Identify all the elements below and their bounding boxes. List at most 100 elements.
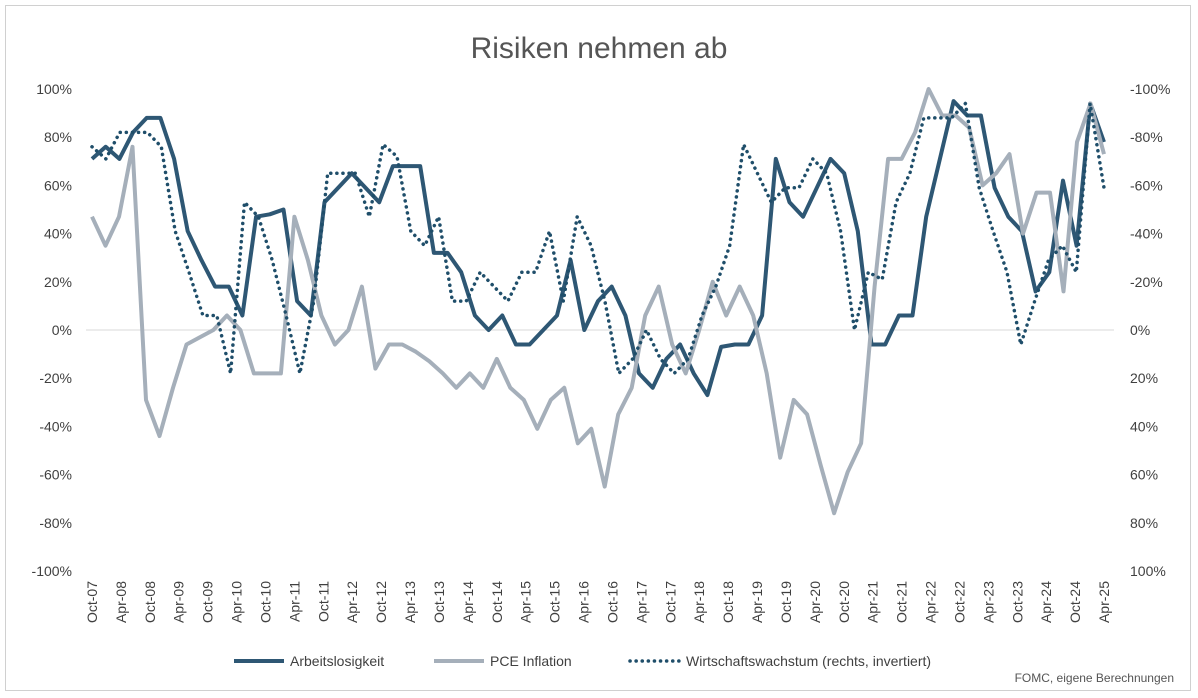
- data-point: [429, 361, 430, 362]
- data-point: [119, 132, 120, 133]
- data-point: [160, 117, 161, 118]
- x-axis-tick-label: Apr-19: [749, 581, 765, 623]
- data-point: [132, 146, 133, 147]
- data-point: [91, 216, 92, 217]
- data-point: [119, 158, 120, 159]
- chart-frame: Risiken nehmen ab 100% 80% 60% 40% 20% 0% -20%…: [5, 5, 1191, 691]
- data-point: [147, 132, 148, 133]
- data-point: [267, 373, 268, 374]
- data-point: [757, 173, 758, 174]
- data-point: [529, 344, 530, 345]
- x-axis-tick-label: Apr-09: [171, 581, 187, 623]
- series-line: [90, 101, 1106, 376]
- data-point: [1049, 192, 1050, 193]
- data-point: [625, 315, 626, 316]
- data-point: [341, 173, 342, 174]
- left-axis-tick-label: -80%: [39, 515, 72, 531]
- data-point: [1076, 272, 1077, 273]
- data-point: [466, 301, 467, 302]
- data-point: [447, 252, 448, 253]
- series-line: [90, 87, 1106, 516]
- data-point: [334, 344, 335, 345]
- data-point: [379, 202, 380, 203]
- left-axis-tick-label: 100%: [36, 81, 72, 97]
- data-point: [175, 231, 176, 232]
- x-axis-tick-label: Apr-20: [807, 581, 823, 623]
- x-axis-tick-label: Apr-22: [923, 581, 939, 623]
- data-point: [187, 231, 188, 232]
- data-point: [172, 387, 173, 388]
- data-point: [1009, 154, 1010, 155]
- x-axis-tick-label: Apr-16: [576, 581, 592, 623]
- data-point: [474, 315, 475, 316]
- x-axis-tick-label: Apr-25: [1096, 581, 1112, 623]
- x-axis-tick-label: Oct-24: [1067, 581, 1083, 623]
- data-point: [496, 358, 497, 359]
- data-point: [369, 216, 370, 217]
- series-3: [90, 101, 1106, 376]
- data-point: [452, 301, 453, 302]
- x-axis-tick-label: Oct-22: [951, 581, 967, 623]
- data-point: [392, 166, 393, 167]
- data-point: [793, 399, 794, 400]
- data-point: [174, 158, 175, 159]
- data-point: [882, 279, 883, 280]
- right-axis-tick-label: 80%: [1130, 515, 1158, 531]
- data-point: [780, 457, 781, 458]
- x-axis-tick-label: Oct-15: [547, 581, 563, 623]
- data-point: [942, 115, 943, 116]
- x-axis-tick-label: Oct-07: [84, 581, 100, 623]
- data-point: [502, 315, 503, 316]
- data-point: [937, 117, 938, 118]
- data-point: [483, 387, 484, 388]
- x-axis-tick-label: Apr-23: [980, 581, 996, 623]
- data-point: [91, 146, 92, 147]
- series-2: [90, 87, 1106, 516]
- x-axis-tick-label: Apr-12: [344, 581, 360, 623]
- data-point: [591, 245, 592, 246]
- data-point: [226, 315, 227, 316]
- data-point: [912, 315, 913, 316]
- data-point: [424, 245, 425, 246]
- data-point: [830, 158, 831, 159]
- data-point: [383, 144, 384, 145]
- data-point: [388, 344, 389, 345]
- data-point: [133, 132, 134, 133]
- data-point: [543, 329, 544, 330]
- data-point: [523, 399, 524, 400]
- x-axis-tick-label: Apr-14: [460, 581, 476, 623]
- data-point: [994, 187, 995, 188]
- data-point: [660, 358, 661, 359]
- data-point: [406, 166, 407, 167]
- data-point: [1036, 192, 1037, 193]
- x-axis-tick-label: Oct-20: [836, 581, 852, 623]
- data-point: [321, 315, 322, 316]
- x-axis-tick-label: Apr-15: [518, 581, 534, 623]
- data-point: [365, 187, 366, 188]
- data-point: [556, 315, 557, 316]
- data-point: [923, 117, 924, 118]
- data-point: [844, 173, 845, 174]
- data-point: [1048, 260, 1049, 261]
- data-point: [798, 187, 799, 188]
- data-point: [564, 387, 565, 388]
- left-axis-tick-label: -60%: [39, 467, 72, 483]
- data-point: [980, 115, 981, 116]
- right-axis-tick-label: -40%: [1130, 226, 1163, 242]
- data-point: [488, 329, 489, 330]
- x-axis-tick-label: Apr-10: [229, 581, 245, 623]
- data-point: [297, 301, 298, 302]
- data-point: [577, 216, 578, 217]
- x-axis-tick-label: Oct-12: [373, 581, 389, 623]
- x-axis-tick-label: Oct-10: [257, 581, 273, 623]
- x-axis-tick-label: Apr-18: [691, 581, 707, 623]
- data-point: [269, 214, 270, 215]
- data-point: [847, 472, 848, 473]
- chart: Risiken nehmen ab 100% 80% 60% 40% 20% 0% -20%…: [32, 32, 1174, 685]
- data-point: [638, 373, 639, 374]
- data-point: [898, 315, 899, 316]
- data-point: [201, 260, 202, 261]
- data-point: [729, 245, 730, 246]
- data-point: [563, 301, 564, 302]
- data-point: [618, 414, 619, 415]
